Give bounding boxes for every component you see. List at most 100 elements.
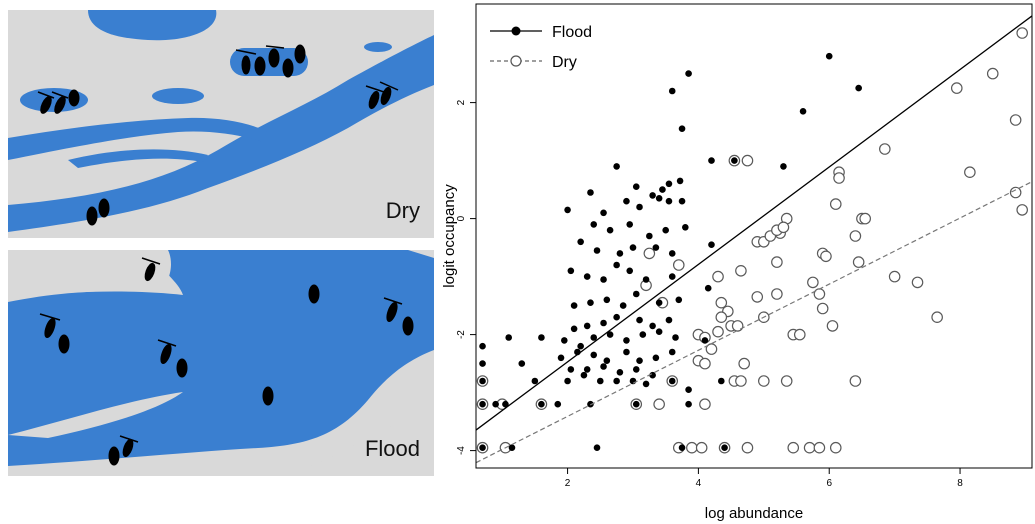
dry-point xyxy=(911,276,924,289)
dry-point xyxy=(849,230,862,242)
flood-point xyxy=(629,244,637,251)
dry-point xyxy=(771,256,783,268)
flood-point xyxy=(659,186,666,193)
dry-point xyxy=(758,375,770,387)
flood-point xyxy=(613,313,620,321)
flood-point xyxy=(593,444,601,452)
flood-point xyxy=(708,241,715,248)
flood-point xyxy=(606,331,614,338)
flood-point xyxy=(668,250,676,257)
flood-point xyxy=(662,226,669,234)
flood-point xyxy=(583,273,591,280)
dry-side-channel xyxy=(8,117,268,160)
y-tick-label: -2 xyxy=(456,330,467,339)
flood-point xyxy=(564,206,571,214)
flood-point xyxy=(479,400,486,408)
x-tick-label: 2 xyxy=(565,478,571,489)
flood-fit-line xyxy=(475,15,1033,431)
dry-point xyxy=(803,441,816,454)
flood-point xyxy=(587,189,594,196)
flood-point xyxy=(623,337,630,344)
flood-point xyxy=(531,377,539,385)
flood-point xyxy=(596,377,604,385)
dry-point xyxy=(986,67,999,80)
flood-point xyxy=(603,296,611,304)
flood-point xyxy=(636,203,643,211)
flood-point xyxy=(479,342,486,350)
dry-pool-small xyxy=(364,42,392,52)
dry-point xyxy=(735,264,747,277)
flood-point xyxy=(600,209,607,217)
flood-point xyxy=(479,444,486,452)
flood-point xyxy=(600,319,607,327)
dry-point xyxy=(771,288,783,300)
flood-point xyxy=(665,180,673,188)
flood-point xyxy=(567,267,575,275)
dry-point xyxy=(1016,204,1028,216)
flood-point xyxy=(632,366,640,373)
flood-point xyxy=(577,342,584,350)
flood-point xyxy=(616,369,624,376)
dry-point xyxy=(829,441,842,454)
flood-point xyxy=(685,400,692,408)
flood-point xyxy=(590,221,598,228)
flood-point xyxy=(649,192,656,199)
flood-point xyxy=(652,244,660,251)
flood-point xyxy=(570,325,578,333)
dry-point xyxy=(751,291,764,303)
flood-point xyxy=(799,108,807,115)
flood-point xyxy=(505,334,513,341)
flood-land-right-edge xyxy=(408,250,434,258)
flood-point xyxy=(479,377,486,385)
dry-point xyxy=(653,398,665,410)
flood-point xyxy=(642,276,650,283)
occupancy-abundance-chart: 2 4 6 8 -4 -2 0 2 log abundance logit occupancy… xyxy=(441,3,1033,522)
flood-fish-group xyxy=(39,257,414,466)
flood-point xyxy=(538,400,545,408)
dry-point xyxy=(705,343,718,355)
flood-point xyxy=(590,351,598,359)
flood-panel-label: Flood xyxy=(364,436,420,461)
flood-point xyxy=(632,183,640,190)
x-tick-label: 8 xyxy=(957,478,963,489)
flood-point xyxy=(682,224,689,231)
flood-point xyxy=(583,322,591,330)
dry-point xyxy=(672,259,685,271)
y-axis-label: logit occupancy xyxy=(441,184,458,288)
dry-point xyxy=(741,154,754,167)
x-tick-label: 6 xyxy=(826,478,832,489)
flood-land-tongue xyxy=(8,392,183,438)
flood-point xyxy=(502,400,509,408)
flood-point xyxy=(780,163,787,170)
flood-point xyxy=(619,302,627,309)
flood-point xyxy=(606,226,614,234)
flood-point xyxy=(701,337,709,344)
dry-point xyxy=(738,357,750,370)
dry-point xyxy=(1016,27,1028,39)
dry-point xyxy=(813,441,826,454)
flood-point xyxy=(580,371,588,379)
legend-flood-label: Flood xyxy=(552,24,592,41)
dry-point xyxy=(1009,186,1022,199)
dry-point xyxy=(807,276,819,289)
legend: Flood Dry xyxy=(490,24,592,71)
dry-point xyxy=(1009,114,1022,126)
flood-point xyxy=(655,299,663,307)
dry-point xyxy=(686,441,698,454)
flood-point xyxy=(603,357,611,365)
flood-point xyxy=(636,357,643,365)
flood-point xyxy=(567,366,575,373)
flood-point xyxy=(613,163,620,170)
flood-point xyxy=(668,273,676,280)
flood-point xyxy=(613,377,620,385)
flood-point xyxy=(629,377,637,385)
dry-top-lake xyxy=(88,10,217,41)
dry-point xyxy=(715,296,728,309)
flood-point xyxy=(646,232,653,240)
flood-point xyxy=(678,444,686,452)
flood-point xyxy=(717,377,725,385)
flood-point xyxy=(678,197,686,205)
flood-point xyxy=(508,444,516,452)
flood-point xyxy=(557,354,565,362)
flood-point xyxy=(626,221,634,228)
